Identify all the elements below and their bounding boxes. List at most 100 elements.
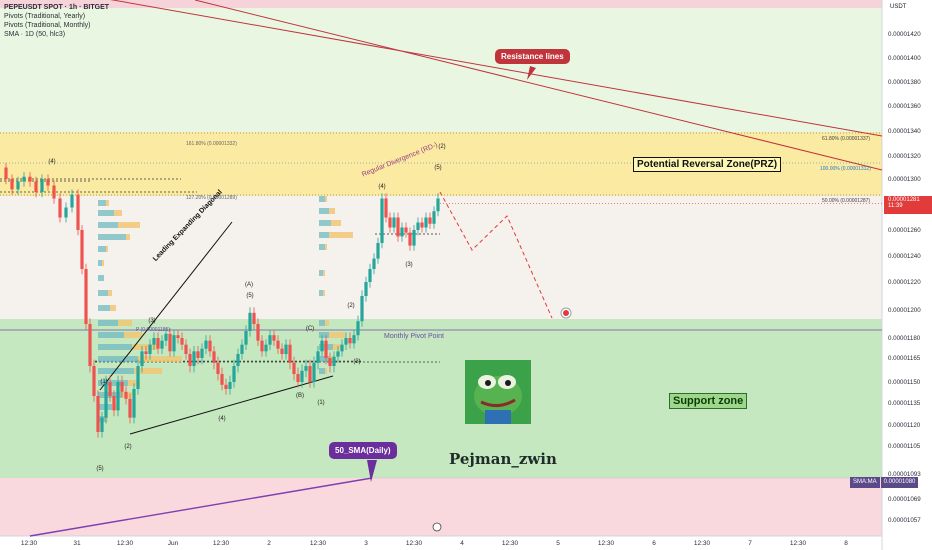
x-tick-label: 2 [267,540,271,547]
resistance-pointer [527,66,536,80]
candle-body [240,344,244,354]
candle-body [388,217,392,228]
wave-label: (1) [100,379,107,385]
candle-body [248,312,252,331]
volume-profile-bar [110,305,116,311]
volume-profile-bar [106,416,108,422]
candle-body [148,344,152,354]
fib-50-label: 50.00% (0.00001287) [822,198,871,204]
volume-profile-bar [319,356,329,362]
sma50-line [29,477,373,537]
wave-label: (A) [245,282,253,288]
candle-body [168,333,172,352]
candle-body [292,362,296,374]
candle-body [10,179,14,190]
monthly-pivot-label: Monthly Pivot Point [384,333,444,340]
candle-body [172,335,176,352]
y-tick-label: 0.00001135 [888,400,921,407]
candle-body [308,366,312,382]
candle-body [200,348,204,358]
volume-profile-bar [98,210,114,216]
volume-profile-bar [124,332,142,338]
y-tick-label: 0.00001260 [888,227,921,234]
volume-profile-bar [325,368,327,374]
volume-profile-bar [319,368,325,374]
candle-body [184,344,188,354]
candle-body [268,335,272,345]
candle-body [372,258,376,269]
candle-body [408,232,412,246]
projection-path [439,191,553,319]
support-label: Support zone [669,393,748,409]
candle-body [352,335,356,344]
volume-profile-bar [333,344,341,350]
x-tick-label: 5 [556,540,560,547]
candle-body [52,185,56,199]
volume-profile-bar [134,368,162,374]
x-tick-label: 12:30 [406,540,423,547]
candle-body [280,348,284,354]
y-tick-label: 0.00001240 [888,253,921,260]
candle-body [432,211,436,224]
x-tick-label: Jun [168,540,179,547]
candle-body [212,351,216,363]
candle-body [196,351,200,358]
volume-profile-bar [325,196,327,202]
volume-profile-bar [319,220,331,226]
wave-label: (2) [347,303,354,309]
wave-label: (3) [353,359,360,365]
volume-profile-bar [98,305,110,311]
volume-profile-bar [138,356,182,362]
candle-body [416,222,420,230]
y-tick-label: 0.00001200 [888,307,921,314]
x-tick-label: 12:30 [502,540,519,547]
y-tick-label: 0.00001420 [888,31,921,38]
candle-body [360,296,364,322]
candle-body [328,358,332,366]
price-axis-bg [882,0,932,550]
candle-body [132,389,136,418]
volume-profile-bar [98,368,134,374]
support-zone [0,319,882,478]
wave-label: (4) [218,416,225,422]
wave-label: (3) [148,318,155,324]
frog-avatar-icon [474,375,522,424]
candle-body [100,417,104,432]
candle-body [152,338,156,345]
indicator-pivots-monthly: Pivots (Traditional, Monthly) [4,22,91,29]
wave-label: (4) [378,184,385,190]
candle-body [176,335,180,338]
volume-profile-bar [106,246,108,252]
volume-profile-bar [319,320,325,326]
volume-profile-bar [126,234,130,240]
candle-body [312,362,316,382]
sma-pointer [367,460,377,482]
candle-body [356,321,360,336]
volume-profile-bar [98,332,124,338]
candle-body [332,356,336,366]
wave-label: (1) [317,400,324,406]
fib-1272-label: 127.20% (0.00001289) [186,195,237,201]
wave-label: (2) [438,144,445,150]
volume-profile-bar [98,275,104,281]
volume-profile-bar [98,320,118,326]
indicator-pivots-yearly: Pivots (Traditional, Yearly) [4,13,86,20]
candle-body [348,338,352,344]
candle-body [116,382,120,411]
x-tick-label: 12:30 [21,540,38,547]
price-tag-countdown: 11:39 [888,203,903,209]
volume-profile-bar [319,332,329,338]
volume-profile-bar [325,244,327,250]
y-tick-label: 0.00001360 [888,103,921,110]
x-tick-label: 12:30 [310,540,327,547]
candle-body [264,344,268,352]
candle-body [336,351,340,357]
author-logo [465,360,531,424]
volume-profile-bar [325,320,329,326]
currency-label: USDT [890,4,907,10]
candle-body [288,344,292,363]
candle-body [420,222,424,228]
indicator-sma: SMA · 1D (50, hlc3) [4,31,66,38]
candle-body [40,179,44,192]
